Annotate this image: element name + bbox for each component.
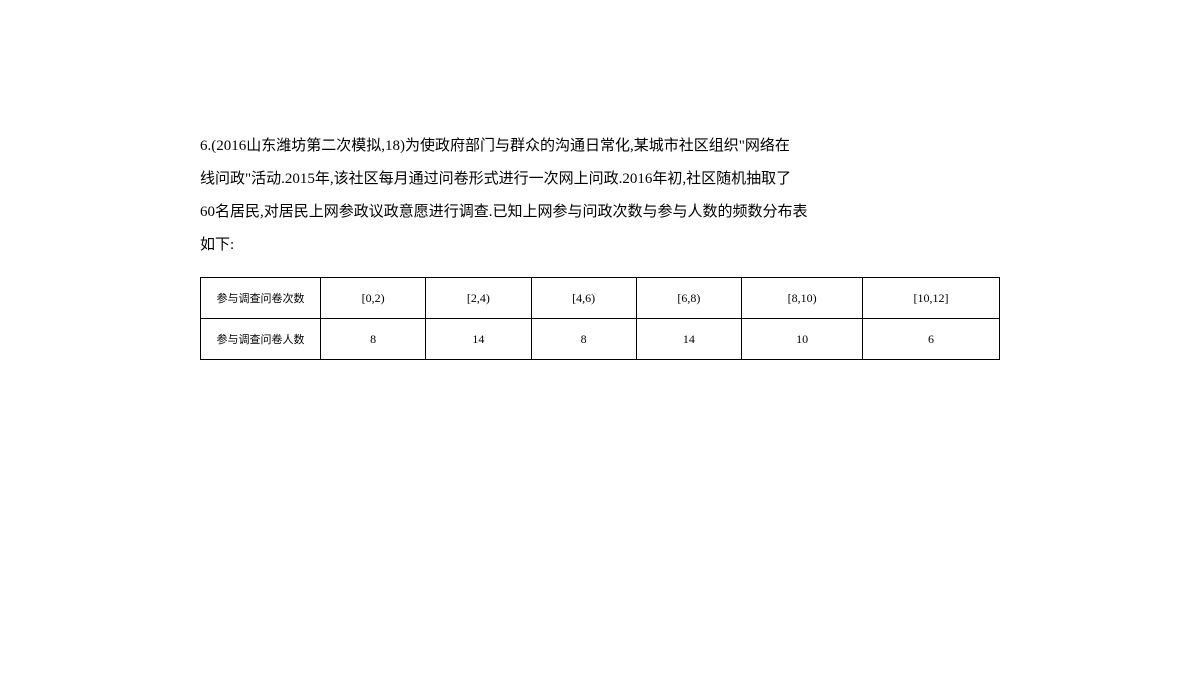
table-row: 参与调查问卷次数 [0,2) [2,4) [4,6) [6,8) [8,10) … (201, 278, 1000, 319)
table-cell: [4,6) (531, 278, 636, 319)
table-cell: 14 (636, 319, 741, 360)
table-cell: [10,12] (863, 278, 1000, 319)
row-header-counts: 参与调查问卷次数 (201, 278, 321, 319)
table-cell: 6 (863, 319, 1000, 360)
table-cell: [8,10) (742, 278, 863, 319)
table-cell: [6,8) (636, 278, 741, 319)
row-header-people: 参与调查问卷人数 (201, 319, 321, 360)
question-paragraph: 6.(2016山东潍坊第二次模拟,18)为使政府部门与群众的沟通日常化,某城市社… (200, 130, 1000, 262)
paragraph-line-4: 如下: (200, 237, 234, 253)
table-cell: [2,4) (426, 278, 531, 319)
table-cell: 8 (531, 319, 636, 360)
table-cell: 14 (426, 319, 531, 360)
table-cell: 10 (742, 319, 863, 360)
paragraph-line-1: 6.(2016山东潍坊第二次模拟,18)为使政府部门与群众的沟通日常化,某城市社… (200, 138, 790, 154)
paragraph-line-2: 线问政"活动.2015年,该社区每月通过问卷形式进行一次网上问政.2016年初,… (200, 171, 791, 187)
table-cell: 8 (321, 319, 426, 360)
frequency-table: 参与调查问卷次数 [0,2) [2,4) [4,6) [6,8) [8,10) … (200, 277, 1000, 360)
table-row: 参与调查问卷人数 8 14 8 14 10 6 (201, 319, 1000, 360)
paragraph-line-3: 60名居民,对居民上网参政议政意愿进行调查.已知上网参与问政次数与参与人数的频数… (200, 204, 808, 220)
table-cell: [0,2) (321, 278, 426, 319)
